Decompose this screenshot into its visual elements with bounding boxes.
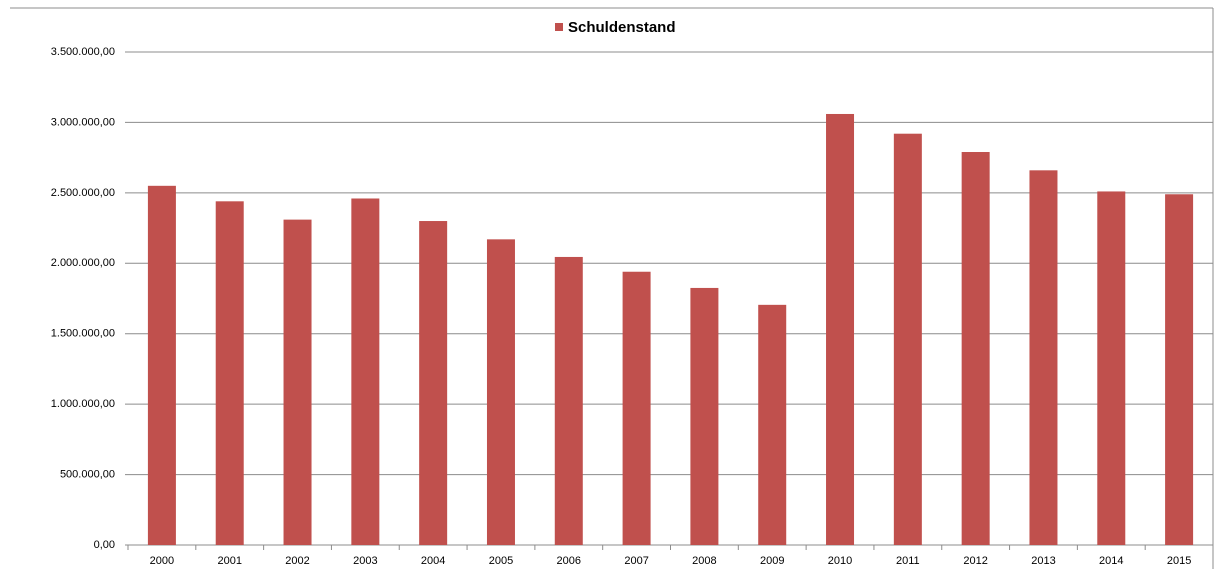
bar — [1165, 194, 1194, 545]
legend-swatch — [555, 23, 563, 31]
bar — [554, 256, 583, 545]
x-tick-label: 2010 — [828, 555, 852, 567]
x-tick-label: 2013 — [1031, 555, 1055, 567]
x-tick-label: 2007 — [624, 555, 648, 567]
bar — [758, 304, 787, 545]
bar — [147, 185, 176, 546]
x-tick-label: 2001 — [217, 555, 241, 567]
bar — [690, 287, 719, 545]
x-tick-label: 2006 — [557, 555, 581, 567]
y-tick-label: 2.000.000,00 — [51, 257, 115, 269]
x-tick-label: 2003 — [353, 555, 377, 567]
bar — [826, 113, 855, 545]
x-tick-label: 2011 — [896, 555, 920, 567]
y-tick-label: 3.000.000,00 — [51, 116, 115, 128]
legend-label: Schuldenstand — [568, 19, 676, 36]
bar — [893, 133, 922, 545]
x-tick-label: 2008 — [692, 555, 716, 567]
bar — [215, 201, 244, 545]
x-tick-label: 2015 — [1167, 555, 1191, 567]
bar — [1029, 170, 1058, 545]
x-tick-label: 2000 — [150, 555, 174, 567]
x-tick-label: 2004 — [421, 555, 445, 567]
y-tick-label: 3.500.000,00 — [51, 46, 115, 58]
bar — [351, 198, 380, 545]
x-tick-label: 2014 — [1099, 555, 1123, 567]
bar — [961, 152, 990, 545]
x-tick-label: 2002 — [285, 555, 309, 567]
y-tick-label: 1.000.000,00 — [51, 398, 115, 410]
bar — [622, 271, 651, 545]
bar — [283, 219, 312, 545]
x-tick-label: 2005 — [489, 555, 513, 567]
y-tick-label: 1.500.000,00 — [51, 328, 115, 340]
y-tick-label: 500.000,00 — [60, 468, 115, 480]
bar — [486, 239, 515, 545]
y-tick-label: 2.500.000,00 — [51, 187, 115, 199]
bar — [1097, 191, 1126, 545]
y-tick-label: 0,00 — [94, 539, 115, 551]
x-tick-label: 2012 — [963, 555, 987, 567]
x-tick-label: 2009 — [760, 555, 784, 567]
bar — [419, 221, 448, 545]
